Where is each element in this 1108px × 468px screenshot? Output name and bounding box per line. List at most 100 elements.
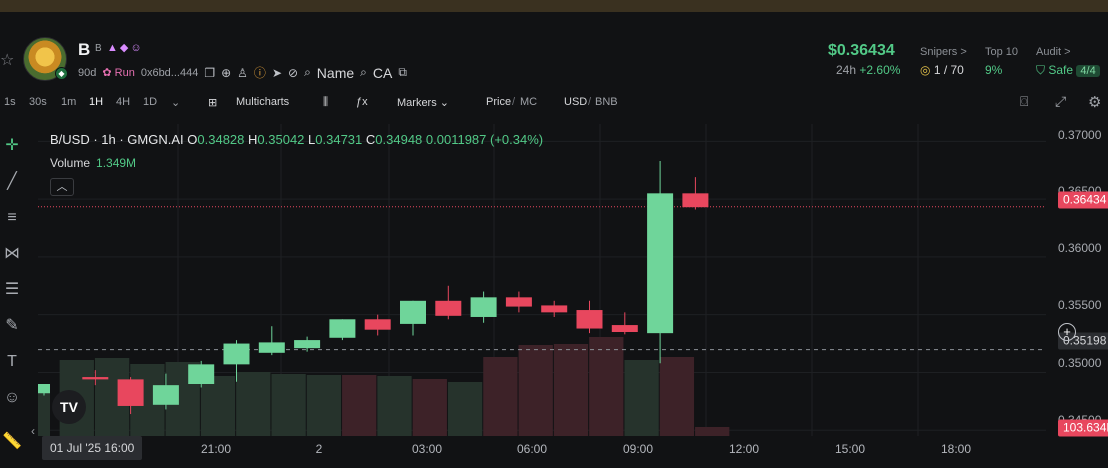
camera-icon[interactable]: ⌼ — [1020, 93, 1029, 109]
price-toggle[interactable]: Price — [486, 96, 512, 108]
volume-bar — [200, 376, 236, 436]
fullscreen-icon[interactable]: ⤢ — [1055, 93, 1067, 109]
candle-body — [117, 379, 144, 406]
interval-1h[interactable]: 1H — [89, 96, 104, 108]
candle-body — [223, 343, 250, 365]
legend-low: 0.34731 — [315, 132, 363, 147]
markers-dropdown[interactable]: Markers ⌄ — [397, 97, 450, 109]
x-icon[interactable]: ⊘ — [288, 65, 299, 80]
candle-body — [647, 193, 674, 334]
interval-1s[interactable]: 1s — [4, 96, 16, 108]
globe-icon[interactable]: ⊕ — [221, 65, 232, 80]
token-name: B — [78, 40, 91, 59]
settings-gear-icon[interactable]: ⚙ — [1088, 94, 1102, 111]
copy-icon[interactable]: ❐ — [204, 65, 216, 80]
candle-body — [364, 319, 391, 330]
multicharts-plus-icon[interactable]: ⊞ — [208, 97, 218, 109]
candlestick-chart-svg[interactable] — [38, 124, 1108, 462]
search-name-label[interactable]: Name — [316, 64, 355, 81]
volume-bar — [377, 376, 412, 436]
pattern-icon[interactable]: ⋈ — [4, 245, 20, 262]
volume-bar — [589, 337, 624, 436]
candle-body — [258, 342, 285, 353]
interval-4h[interactable]: 4H — [116, 96, 131, 108]
price-axis[interactable]: 0.37000 0.36500 0.36000 0.35500 0.35000 … — [1046, 124, 1108, 462]
contract-address[interactable]: 0x6bd...444 — [140, 66, 199, 79]
interval-1m[interactable]: 1m — [61, 96, 77, 108]
interval-30s[interactable]: 30s — [29, 96, 47, 108]
add-alert-plus-icon[interactable]: + — [1058, 323, 1076, 341]
multicharts-button[interactable]: Multicharts — [236, 96, 290, 108]
volume-bar — [624, 360, 659, 436]
bnb-toggle[interactable]: BNB — [595, 96, 618, 108]
warning-icon[interactable]: ⓘ — [253, 66, 266, 80]
legend-h-label: H — [248, 132, 258, 147]
top10-label[interactable]: Top 10 — [985, 46, 1019, 58]
price-chart[interactable]: B/USD · 1h · GMGN.AI O0.34828 H0.35042 L… — [38, 124, 1108, 462]
run-badge: ✿ Run — [102, 67, 135, 79]
ohlc-legend: B/USD · 1h · GMGN.AI O0.34828 H0.35042 L… — [50, 132, 543, 147]
volume-bar — [412, 379, 447, 436]
candle-body — [541, 305, 568, 313]
brush-icon[interactable]: ✎ — [5, 317, 19, 334]
volume-bar — [553, 344, 589, 436]
volume-bar — [306, 375, 342, 436]
indicators-icon[interactable]: ƒx — [356, 96, 368, 108]
interval-dropdown-chevron-icon[interactable]: ⌄ — [171, 97, 181, 109]
volume-bar — [236, 372, 271, 436]
search-name-icon[interactable]: ⌕ — [304, 65, 311, 79]
usd-toggle[interactable]: USD — [564, 96, 588, 108]
audit-score-badge: 4/4 — [1076, 65, 1100, 77]
user-icon[interactable]: ♙ — [237, 65, 248, 80]
legend-o-label: O — [187, 132, 198, 147]
candle-body — [576, 310, 603, 329]
candle-body — [329, 319, 356, 338]
telegram-icon[interactable]: ➤ — [271, 65, 282, 80]
volume-bar — [342, 375, 377, 436]
volume-tag: 103.634K — [1058, 419, 1108, 437]
volume-bar — [447, 382, 483, 436]
mc-toggle[interactable]: MC — [520, 96, 538, 108]
target-icon: ◎ — [920, 63, 931, 77]
candles-icon[interactable]: ⫼ — [323, 96, 329, 108]
tradingview-logo-icon[interactable]: TV — [52, 390, 86, 424]
token-header: ☆ ◆ B B ▲◆☺ 90d ✿ Run 0x6bd...444 ❐ ⊕ ♙ … — [0, 12, 1108, 90]
trendline-icon[interactable]: ╱ — [7, 173, 17, 190]
interval-1d[interactable]: 1D — [143, 96, 158, 108]
legend-open: 0.34828 — [197, 132, 245, 147]
collapse-toolbar-chevron-icon[interactable]: ‹ — [31, 424, 35, 438]
text-icon[interactable]: T — [7, 353, 17, 370]
candle-body — [188, 364, 215, 384]
collapse-legend-chevron-icon[interactable]: ︿ — [50, 178, 74, 196]
audit-value: ⛉ Safe 4/4 — [1036, 63, 1100, 78]
legend-change: 0.0011987 (+0.34%) — [425, 132, 544, 147]
star-icon[interactable]: ☆ — [0, 52, 15, 69]
volume-bar — [271, 374, 306, 436]
x-label: 03:00 — [411, 442, 443, 456]
search-ca-icon[interactable]: ⌕ — [360, 65, 367, 79]
token-meta-row: 90d ✿ Run 0x6bd...444 ❐ ⊕ ♙ ⓘ ➤ ⊘ ⌕ Name… — [78, 64, 407, 81]
legend-close: 0.34948 — [375, 132, 423, 147]
x-label: 2 — [315, 442, 323, 456]
volume-label: Volume — [50, 156, 91, 170]
audit-label[interactable]: Audit > — [1036, 46, 1071, 58]
shield-icon: ⛉ — [1036, 63, 1046, 77]
top10-value: 9% — [985, 63, 1003, 77]
snipers-label[interactable]: Snipers > — [920, 46, 967, 58]
snipers-value: ◎ 1 / 70 — [920, 63, 964, 77]
volume-bar — [483, 357, 518, 436]
fib-icon[interactable]: ☰ — [4, 281, 20, 298]
token-age: 90d — [78, 66, 97, 79]
divider-slash: / — [512, 96, 516, 108]
crosshair-icon[interactable]: ✛ — [5, 137, 19, 154]
drawing-toolbar: ✛ ╱ ≡ ⋈ ☰ ✎ T ☺ 📏 — [0, 124, 28, 462]
search-ca-label[interactable]: CA — [372, 64, 393, 81]
x-label: 12:00 — [728, 442, 760, 456]
emoji-icon[interactable]: ☺ — [3, 389, 21, 406]
y-tick: 0.35500 — [1058, 298, 1102, 312]
ruler-icon[interactable]: 📏 — [2, 433, 22, 450]
token-tag-icons: ▲◆☺ — [107, 42, 144, 54]
horizontal-lines-icon[interactable]: ≡ — [7, 209, 17, 226]
y-tick: 0.36000 — [1058, 241, 1102, 255]
external-link-icon[interactable]: ⧉ — [398, 65, 407, 79]
